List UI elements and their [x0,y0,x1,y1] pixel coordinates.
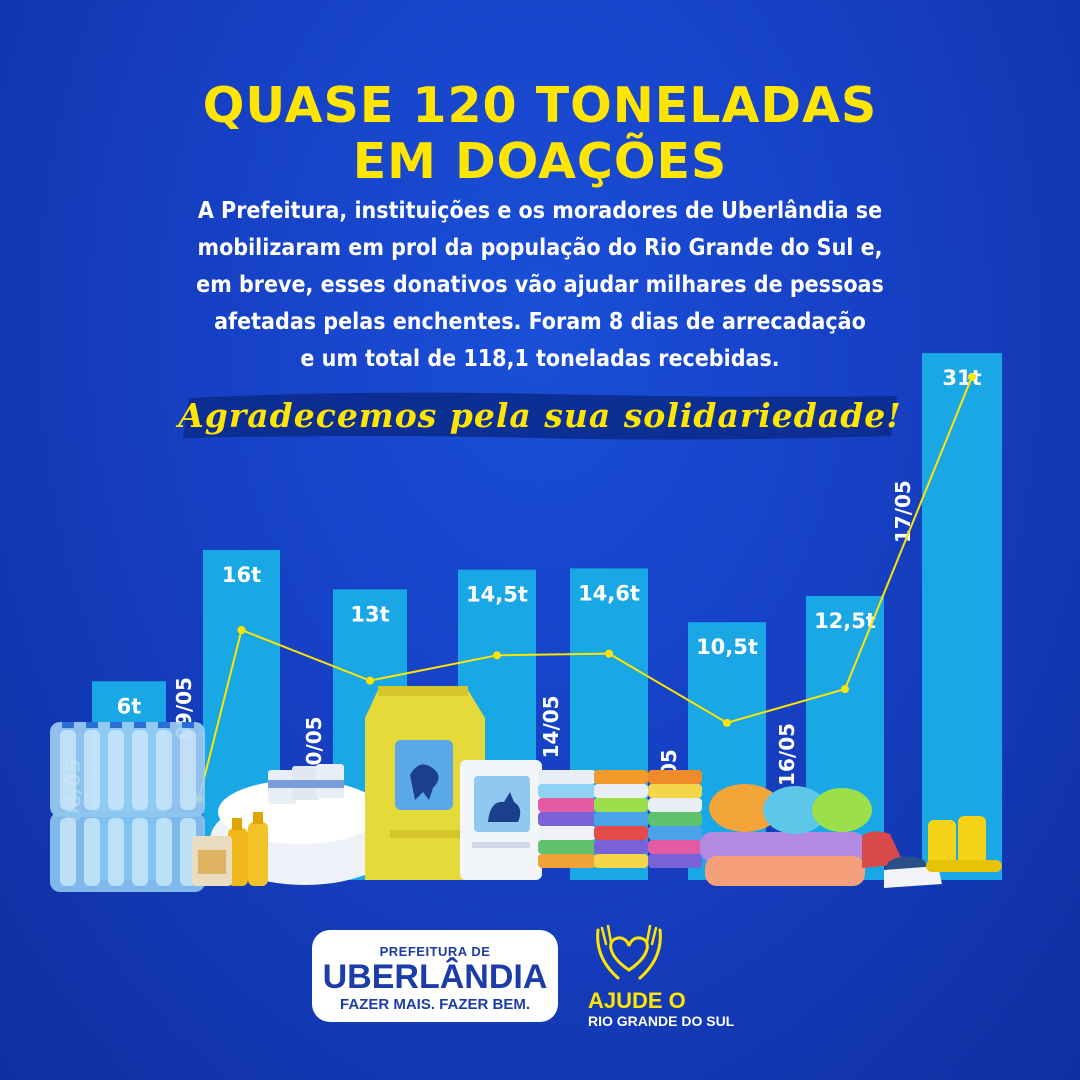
trend-line [198,376,973,799]
logo-line-3: FAZER MAIS. FAZER BEM. [339,996,530,1013]
trend-point [493,651,501,660]
intro-paragraph: A Prefeitura, instituições e os moradore… [140,193,940,378]
intro-line-5: e um total de 118,1 toneladas recebidas. [300,346,780,372]
canned-food-icon [268,764,344,804]
trend-point [605,649,613,658]
bar-value-label: 12,5t [814,609,876,633]
water-bottles-icon [50,722,205,892]
trend-point [723,718,731,727]
bar-value-label: 14,6t [578,581,640,605]
campaign-line-1: AJUDE O [588,988,686,1013]
shoes-boots-icon [862,816,1002,888]
trend-point [841,685,849,694]
bar-value-label: 14,5t [466,583,528,607]
bar-value-label: 10,5t [696,635,758,659]
title-line-1: QUASE 120 TONELADAS [202,77,878,134]
brush-stroke-background [183,392,897,440]
bar-value-label: 6t [117,694,142,718]
bar-17-05 [922,353,1002,880]
category-label: 17/05 [891,480,915,543]
trend-point [968,372,976,381]
bar-value-label: 16t [222,563,261,587]
folded-clothes-icon [538,770,702,868]
bar-value-label: 13t [350,602,389,626]
heart-hands-icon [596,924,662,980]
intro-line-1: A Prefeitura, instituições e os moradore… [197,198,883,224]
category-label: 14/05 [539,695,563,758]
oil-bottles-icon [192,812,268,886]
logo-line-1: PREFEITURA DE [379,944,491,959]
intro-line-2: mobilizaram em prol da população do Rio … [197,235,883,261]
blankets-icon [700,784,872,886]
prefeitura-logo: PREFEITURA DE UBERLÂNDIA FAZER MAIS. FAZ… [312,930,558,1022]
intro-line-3: em breve, esses donativos vão ajudar mil… [196,272,884,298]
logo-line-2: UBERLÂNDIA [322,958,548,996]
cat-food-bag-icon [460,760,542,880]
category-label: 16/05 [775,723,799,786]
campaign-line-2: RIO GRANDE DO SUL [588,1013,735,1029]
page-title: QUASE 120 TONELADAS EM DOAÇÕES [0,78,1080,190]
thanks-message: Agradecemos pela sua solidariedade! [178,396,902,435]
intro-line-4: afetadas pelas enchentes. Foram 8 dias d… [214,309,866,335]
trend-point [237,626,246,634]
thanks-banner: Agradecemos pela sua solidariedade! [175,388,905,444]
trend-point [366,676,374,685]
title-line-2: EM DOAÇÕES [352,133,728,190]
dog-food-bag-icon [365,686,485,880]
